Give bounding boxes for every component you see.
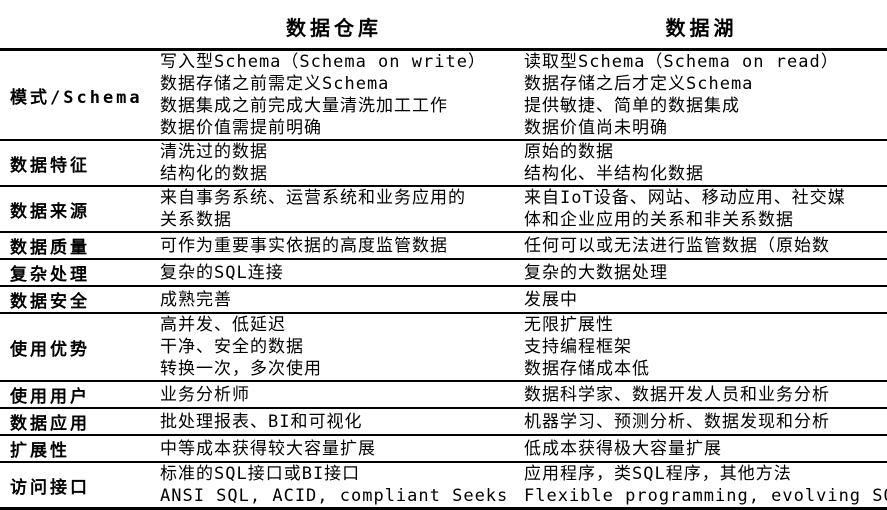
cell-line: 关系数据 — [160, 210, 232, 230]
row-label: 数据来源 — [10, 201, 90, 222]
cell-line: 无限扩展性 — [524, 315, 614, 335]
lake-cell: 读取型Schema（Schema on read） 数据存储之后才定义Schema… — [516, 50, 887, 141]
cell-line: 数据集成之前完成大量清洗加工工作 — [160, 96, 448, 116]
lake-cell: 低成本获得极大容量扩展 — [516, 435, 887, 462]
warehouse-cell: 可作为重要事实依据的高度监管数据 — [152, 232, 516, 259]
comparison-table: 数据仓库 数据湖 模式/Schema 写入型Schema（Schema on wr… — [0, 4, 887, 510]
cell-line: 数据价值尚未明确 — [524, 118, 668, 138]
cell-line: 复杂的SQL连接 — [160, 262, 284, 283]
cell-line: 结构化的数据 — [160, 164, 268, 184]
corner-header-empty — [0, 4, 152, 50]
cell-line: 数据存储之前需定义Schema — [160, 74, 390, 94]
table-row: 数据质量 可作为重要事实依据的高度监管数据 任何可以或无法进行监管数据（原始数 — [0, 232, 887, 259]
warehouse-cell: 中等成本获得较大容量扩展 — [152, 435, 516, 462]
cell-line: 体和企业应用的关系和非关系数据 — [524, 210, 794, 230]
row-label: 数据应用 — [10, 414, 90, 434]
cell-line: 任何可以或无法进行监管数据（原始数 — [524, 235, 830, 256]
cell-line: 支持编程框架 — [524, 337, 632, 357]
cell-line: 原始的数据 — [524, 142, 614, 162]
row-label: 数据特征 — [10, 155, 90, 176]
cell-line: 来自事务系统、运营系统和业务应用的 — [160, 188, 466, 208]
lake-cell: 数据科学家、数据开发人员和业务分析 — [516, 381, 887, 408]
cell-line: 发展中 — [524, 289, 578, 310]
cell-line: 应用程序，类SQL程序，其他方法 — [524, 464, 792, 484]
lake-cell: 复杂的大数据处理 — [516, 259, 887, 286]
cell-line: 标准的SQL接口或BI接口 — [160, 464, 361, 484]
lake-cell: 任何可以或无法进行监管数据（原始数 — [516, 232, 887, 259]
column-header-lake: 数据湖 — [665, 16, 738, 40]
cell-line: 数据价值需提前明确 — [160, 118, 322, 138]
warehouse-cell: 写入型Schema（Schema on write） 数据存储之前需定义Schem… — [152, 50, 516, 141]
cell-line: 数据科学家、数据开发人员和业务分析 — [524, 384, 830, 405]
lake-cell: 发展中 — [516, 286, 887, 313]
cell-line: 中等成本获得较大容量扩展 — [160, 438, 376, 459]
column-header-warehouse: 数据仓库 — [286, 16, 382, 40]
table-body: 模式/Schema 写入型Schema（Schema on write） 数据存储之… — [0, 50, 887, 509]
table-row: 数据应用 批处理报表、BI和可视化 机器学习、预测分析、数据发现和分析 — [0, 408, 887, 435]
lake-cell: 原始的数据 结构化、半结构化数据 — [516, 140, 887, 186]
cell-line: 写入型Schema（Schema on write） — [160, 52, 486, 72]
cell-line: 读取型Schema（Schema on read） — [524, 52, 839, 72]
header-row: 数据仓库 数据湖 — [0, 4, 887, 50]
table-row: 复杂处理 复杂的SQL连接 复杂的大数据处理 — [0, 259, 887, 286]
cell-line: ANSI SQL, ACID, compliant Seeks — [160, 486, 509, 506]
cell-line: 业务分析师 — [160, 384, 250, 405]
cell-line: 复杂的大数据处理 — [524, 262, 668, 283]
row-label: 扩展性 — [10, 441, 70, 461]
lake-cell: 应用程序，类SQL程序，其他方法 Flexible programming, ev… — [516, 462, 887, 509]
row-label: 复杂处理 — [10, 265, 90, 285]
table-row: 模式/Schema 写入型Schema（Schema on write） 数据存储之… — [0, 50, 887, 141]
table-row: 数据来源 来自事务系统、运营系统和业务应用的 关系数据 来自IoT设备、网站、移动应用… — [0, 186, 887, 232]
cell-line: 成熟完善 — [160, 289, 232, 310]
warehouse-cell: 清洗过的数据 结构化的数据 — [152, 140, 516, 186]
warehouse-cell: 批处理报表、BI和可视化 — [152, 408, 516, 435]
warehouse-cell: 来自事务系统、运营系统和业务应用的 关系数据 — [152, 186, 516, 232]
warehouse-cell: 成熟完善 — [152, 286, 516, 313]
cell-line: 清洗过的数据 — [160, 142, 268, 162]
cell-line: 数据存储之后才定义Schema — [524, 74, 754, 94]
cell-line: 转换一次，多次使用 — [160, 359, 322, 379]
table-row: 数据安全 成熟完善 发展中 — [0, 286, 887, 313]
warehouse-cell: 复杂的SQL连接 — [152, 259, 516, 286]
cell-line: Flexible programming, evolving SQL — [524, 486, 887, 506]
row-label: 使用优势 — [10, 339, 90, 360]
row-label: 数据质量 — [10, 238, 90, 258]
warehouse-cell: 业务分析师 — [152, 381, 516, 408]
row-label: 数据安全 — [10, 292, 90, 312]
lake-cell: 来自IoT设备、网站、移动应用、社交媒 体和企业应用的关系和非关系数据 — [516, 186, 887, 232]
cell-line: 干净、安全的数据 — [160, 337, 304, 357]
cell-line: 数据存储成本低 — [524, 359, 650, 379]
cell-line: 来自IoT设备、网站、移动应用、社交媒 — [524, 188, 846, 208]
warehouse-cell: 标准的SQL接口或BI接口 ANSI SQL, ACID, compliant S… — [152, 462, 516, 509]
table-row: 使用用户 业务分析师 数据科学家、数据开发人员和业务分析 — [0, 381, 887, 408]
row-label: 访问接口 — [10, 477, 90, 498]
row-label: 使用用户 — [10, 387, 90, 407]
table-row: 数据特征 清洗过的数据 结构化的数据 原始的数据 结构化、半结构化数据 — [0, 140, 887, 186]
cell-line: 高并发、低延迟 — [160, 315, 286, 335]
lake-cell: 无限扩展性 支持编程框架 数据存储成本低 — [516, 313, 887, 381]
cell-line: 低成本获得极大容量扩展 — [524, 438, 722, 459]
lake-cell: 机器学习、预测分析、数据发现和分析 — [516, 408, 887, 435]
table-row: 扩展性 中等成本获得较大容量扩展 低成本获得极大容量扩展 — [0, 435, 887, 462]
table-row: 访问接口 标准的SQL接口或BI接口 ANSI SQL, ACID, complia… — [0, 462, 887, 509]
table-row: 使用优势 高并发、低延迟 干净、安全的数据 转换一次，多次使用 无限扩展性 支持编程框架数… — [0, 313, 887, 381]
cell-line: 可作为重要事实依据的高度监管数据 — [160, 235, 448, 256]
cell-line: 机器学习、预测分析、数据发现和分析 — [524, 411, 830, 432]
warehouse-cell: 高并发、低延迟 干净、安全的数据 转换一次，多次使用 — [152, 313, 516, 381]
row-label: 模式/Schema — [10, 87, 143, 108]
cell-line: 提供敏捷、简单的数据集成 — [524, 96, 740, 116]
cell-line: 结构化、半结构化数据 — [524, 164, 704, 184]
cell-line: 批处理报表、BI和可视化 — [160, 411, 363, 432]
